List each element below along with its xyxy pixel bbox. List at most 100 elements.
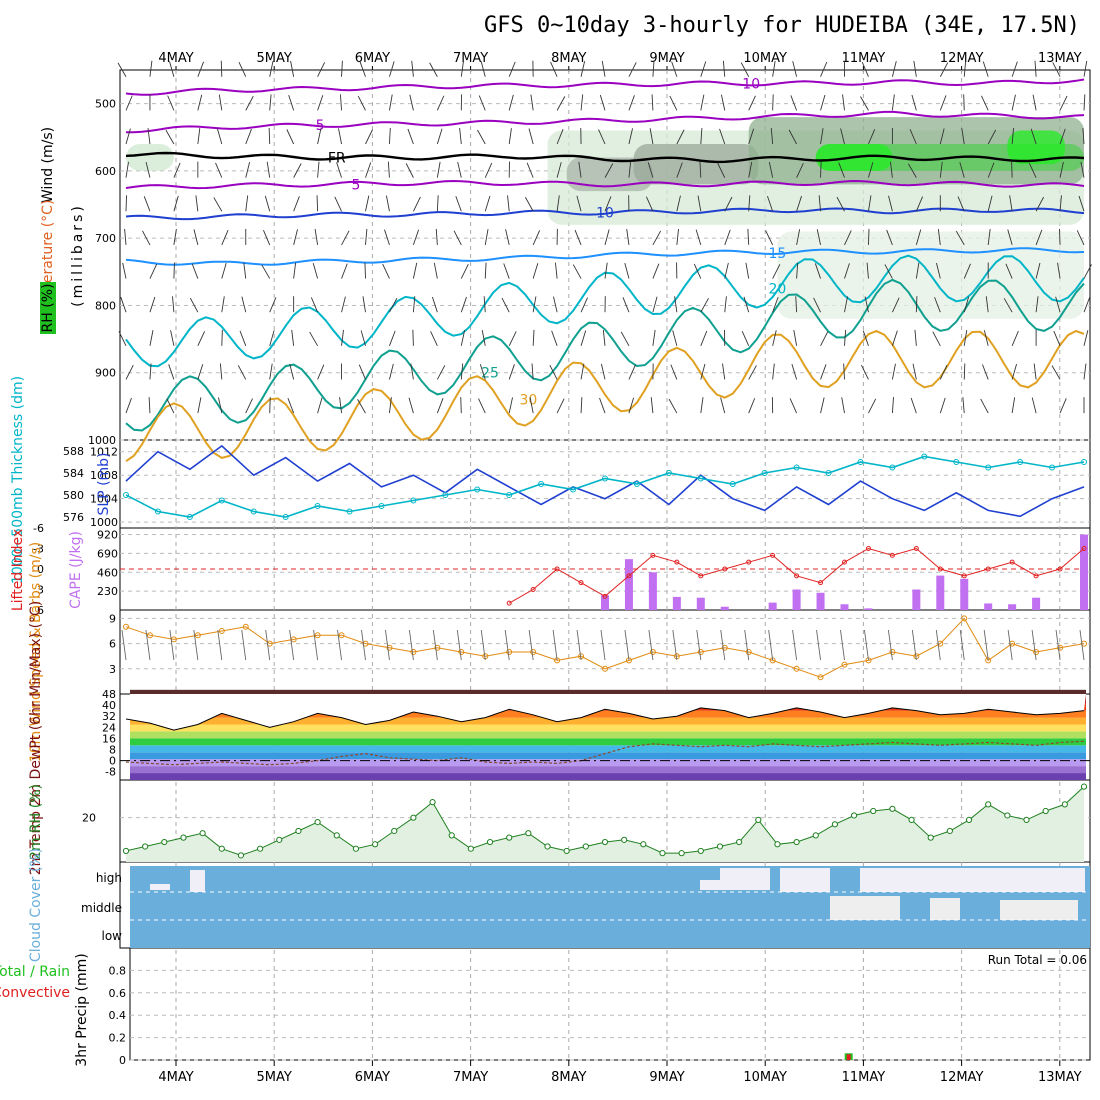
- wind-barb: [719, 128, 726, 145]
- wind-barb-10m: [935, 629, 941, 661]
- wind-barb: [980, 398, 989, 414]
- wind-barb: [1051, 365, 1061, 380]
- wind-barb: [599, 94, 606, 111]
- wind-barb: [168, 364, 175, 380]
- high-cloud-gap: [860, 868, 1085, 892]
- wind-barb: [412, 329, 414, 346]
- wind-barb: [844, 329, 847, 346]
- wind-point: [530, 649, 537, 655]
- wind-barb: [962, 397, 965, 414]
- wind-barb: [460, 263, 469, 279]
- wind-barb: [554, 262, 558, 279]
- rh-label: RH (%): [40, 284, 56, 333]
- wind-barb: [724, 229, 731, 246]
- thickness-point: [186, 514, 193, 520]
- rh-point: [582, 843, 589, 850]
- contour-label: 25: [481, 366, 499, 382]
- thickness-point: [218, 497, 225, 504]
- rh-point: [601, 838, 609, 846]
- wind-barb: [628, 161, 632, 178]
- precip-marks: [844, 1053, 853, 1060]
- wind-barb: [1059, 228, 1061, 245]
- rh-point: [831, 821, 839, 828]
- wind-point: [314, 632, 321, 639]
- wind-barb: [626, 229, 630, 245]
- wind-barb: [365, 129, 373, 145]
- date-label-top: 6MAY: [355, 51, 390, 66]
- wind-barb: [170, 330, 175, 346]
- wind-barb: [622, 297, 630, 313]
- wind-barb: [745, 262, 750, 279]
- wind-barb-10m: [456, 629, 462, 661]
- wind-barb: [219, 363, 223, 380]
- wind-barb: [316, 195, 319, 212]
- li-tick: 3: [37, 584, 44, 597]
- wind-barb: [436, 195, 439, 212]
- thickness-point: [538, 481, 545, 487]
- wind-barb: [365, 195, 370, 212]
- wind-barb: [436, 161, 441, 178]
- side-labels: Wind (m/s) Temperature (°C) RH (%) (mill…: [0, 127, 1087, 1067]
- wind-barb: [939, 161, 943, 178]
- cape-bar: [936, 575, 945, 610]
- wind-barb: [288, 95, 295, 111]
- thickness-point: [123, 492, 129, 498]
- wind-barb: [241, 296, 247, 313]
- wind-barb: [221, 329, 223, 346]
- wind-barb: [862, 330, 869, 346]
- wind-barb: [816, 229, 821, 246]
- wind-barb: [125, 364, 134, 380]
- temp-color-band: [130, 738, 1086, 746]
- rh-point: [889, 805, 896, 812]
- wind-barb: [551, 330, 558, 346]
- wind-barb: [125, 397, 132, 414]
- wind-barb: [148, 397, 151, 414]
- wind-barb: [1035, 262, 1041, 279]
- wind-barb: [289, 363, 295, 380]
- middle-cloud-gap: [1000, 900, 1078, 920]
- wind-barb: [961, 128, 965, 145]
- slp-tick: 1004: [90, 493, 118, 506]
- wind-barb: [149, 363, 152, 380]
- wind-barb: [1030, 128, 1037, 145]
- wind-barb: [173, 229, 177, 245]
- rh-point: [467, 845, 474, 852]
- thickness-tick: 588: [63, 445, 84, 458]
- rh-shading: [1007, 130, 1065, 165]
- wind-barb: [1035, 196, 1045, 212]
- wind-barb: [1082, 128, 1085, 145]
- wind-barb: [580, 61, 586, 77]
- wind-barb: [310, 297, 319, 313]
- wind-barb: [604, 196, 612, 212]
- wind-barb: [556, 96, 566, 111]
- thickness-point: [729, 481, 736, 487]
- wind-barb: [365, 228, 368, 245]
- rh-point: [659, 850, 666, 857]
- wind-barb: [508, 94, 514, 111]
- wind-barb: [197, 397, 202, 414]
- wind-barb: [963, 296, 970, 313]
- wind-barb: [891, 61, 897, 77]
- wind-barb: [189, 297, 199, 313]
- wind-barb: [987, 129, 997, 145]
- wind-point: [1057, 644, 1064, 651]
- temp-tick: 48: [102, 688, 116, 701]
- wind-barb: [149, 296, 156, 313]
- rh-point: [1004, 812, 1011, 819]
- wind-barb: [430, 331, 438, 347]
- wind-barb: [987, 228, 991, 245]
- cape-bar: [816, 592, 825, 610]
- wind-barb: [793, 329, 798, 346]
- wind-barb: [125, 95, 133, 111]
- wind-barb: [740, 62, 750, 77]
- wind-barb-10m: [696, 629, 702, 661]
- wind-barb: [767, 195, 774, 212]
- wind-barb: [789, 398, 798, 414]
- li-point: [746, 559, 752, 565]
- wind-barb: [286, 129, 295, 145]
- wind-barb: [598, 129, 606, 145]
- wind-barb: [317, 161, 320, 178]
- wind-point: [146, 632, 153, 639]
- wind-barb: [841, 397, 845, 414]
- wind-barb-10m: [480, 629, 486, 661]
